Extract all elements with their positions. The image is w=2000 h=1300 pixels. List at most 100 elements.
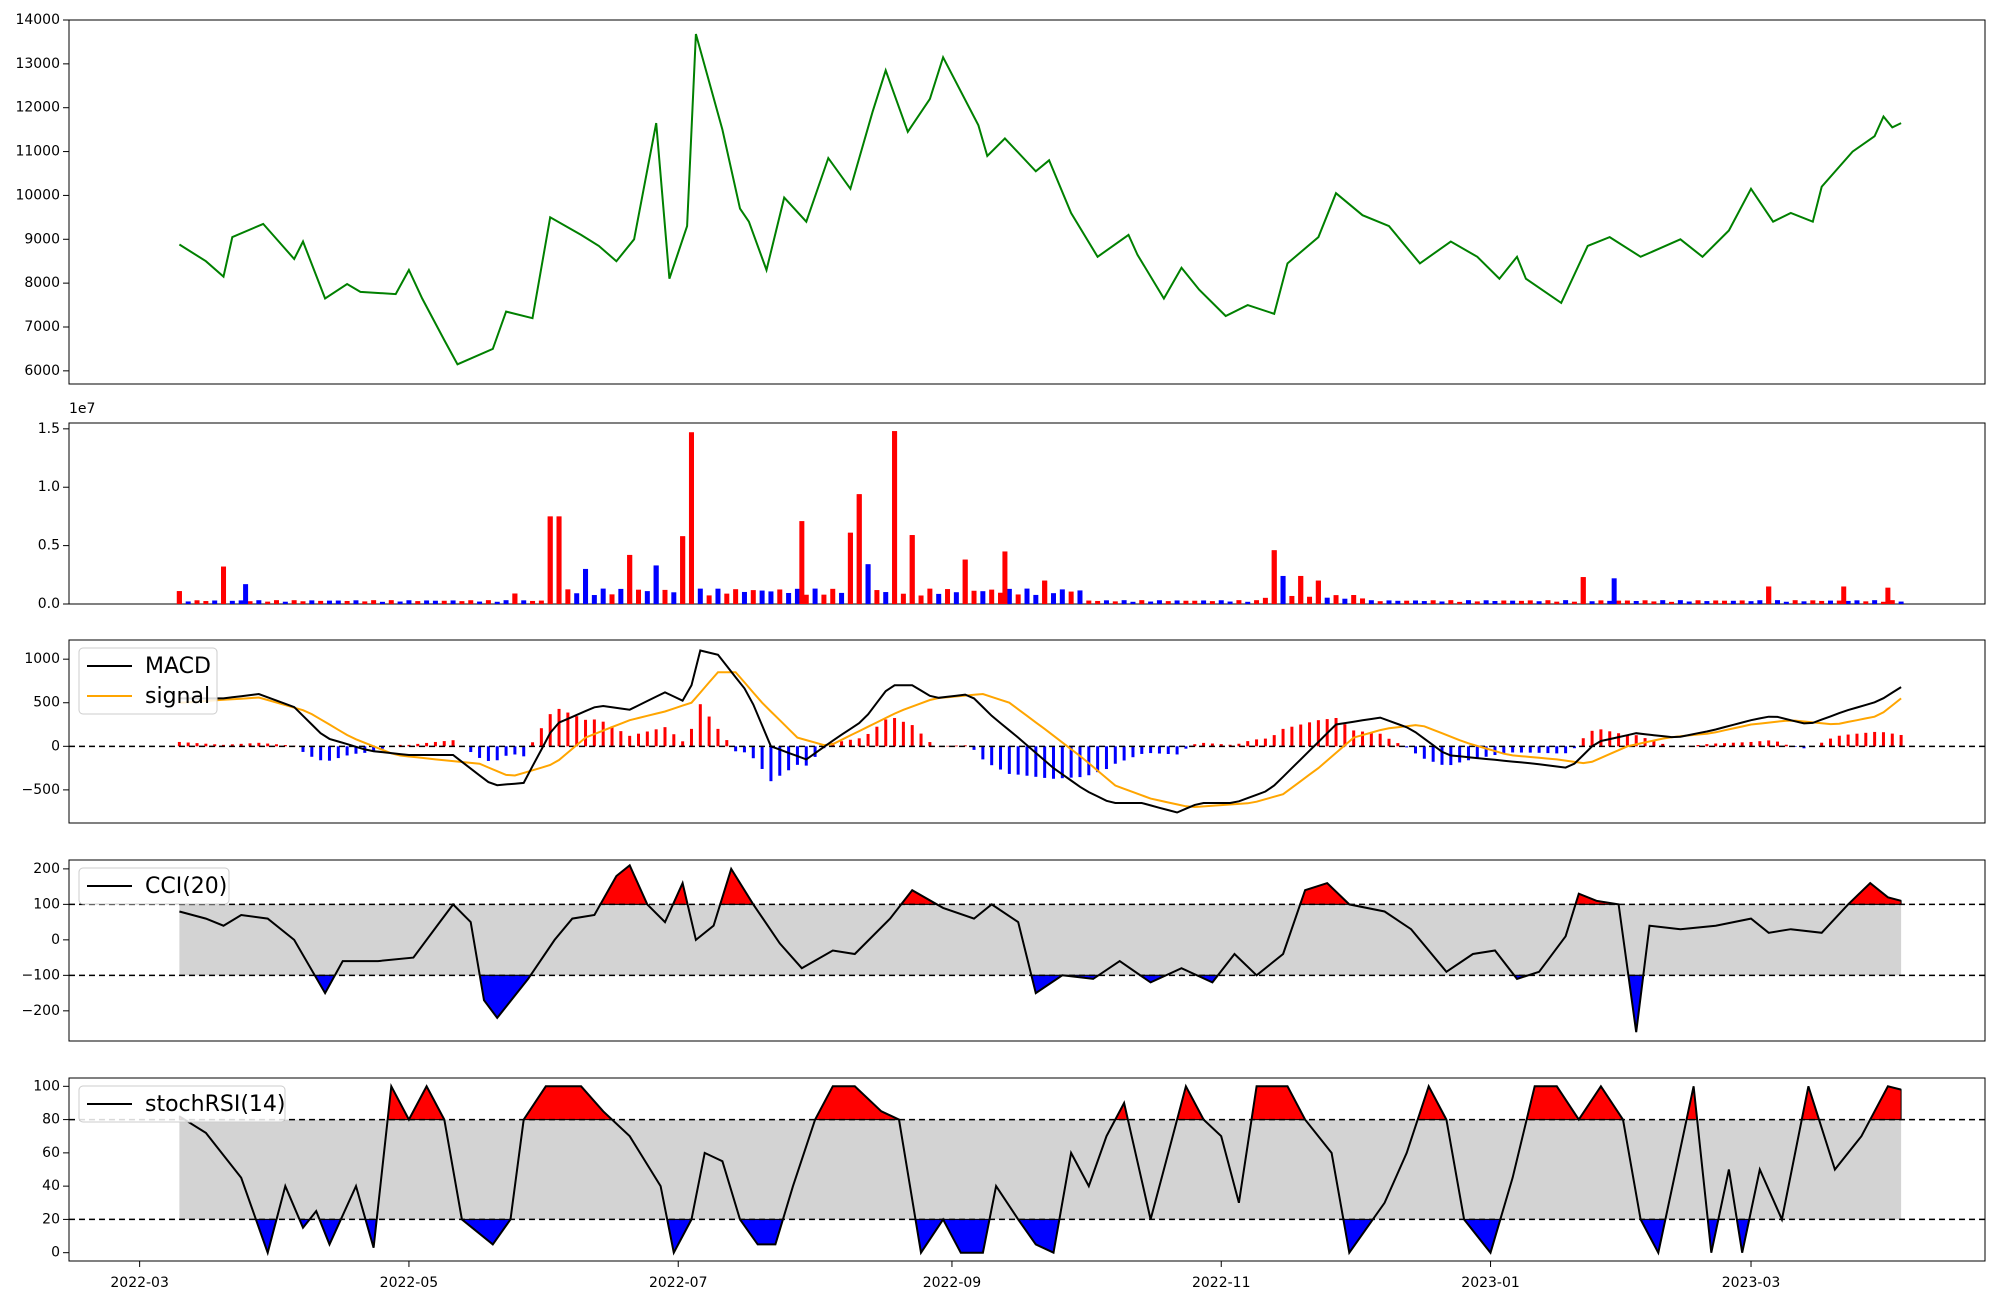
volume-bar — [697, 588, 703, 604]
macd-histogram-bar — [1104, 746, 1108, 770]
volume-offset-text: 1e7 — [69, 401, 95, 417]
volume-bar — [1412, 600, 1418, 604]
macd-histogram-bar — [972, 746, 976, 750]
macd-histogram-bar — [1413, 746, 1417, 754]
volume-bar — [1068, 591, 1074, 604]
macd-histogram-bar — [1837, 735, 1841, 747]
y-tick-label: 10000 — [15, 187, 60, 203]
volume-bar — [1642, 600, 1648, 604]
volume-bar — [1739, 600, 1745, 604]
macd-histogram-bar — [416, 743, 420, 747]
y-tick-label: 12000 — [15, 100, 60, 116]
volume-bar — [485, 600, 491, 604]
volume-bar — [1580, 577, 1586, 604]
volume-bar — [309, 600, 315, 604]
volume-bar — [1360, 598, 1366, 604]
macd-histogram-bar — [486, 746, 490, 761]
volume-bar — [971, 590, 977, 604]
macd-histogram-bar — [239, 743, 243, 747]
volume-bar — [1713, 600, 1719, 604]
volume-bar — [998, 592, 1004, 604]
macd-histogram-bar — [1051, 746, 1055, 779]
volume-bar — [1086, 600, 1092, 604]
volume-bar — [1386, 600, 1392, 604]
volume-bar — [821, 594, 827, 604]
y-tick-label: 0.5 — [38, 538, 60, 554]
macd-histogram-bar — [1625, 735, 1629, 747]
volume-bar — [856, 494, 862, 604]
macd-histogram-bar — [1272, 735, 1276, 747]
macd-histogram-bar — [257, 742, 261, 747]
macd-histogram-bar — [327, 746, 331, 761]
volume-bar — [1002, 551, 1008, 604]
volume-bar — [1827, 600, 1833, 604]
volume-bar — [715, 588, 721, 604]
volume-bar — [291, 600, 297, 604]
volume-bar — [1015, 594, 1021, 604]
macd-histogram-bar — [1290, 726, 1294, 747]
macd-histogram-bar — [1484, 746, 1488, 757]
macd-histogram-bar — [451, 740, 455, 747]
y-tick-label: −500 — [22, 782, 60, 798]
volume-bar — [803, 594, 809, 604]
volume-bar — [1474, 601, 1480, 604]
macd-histogram-bar — [1564, 746, 1568, 754]
x-tick-label: 2023-01 — [1461, 1275, 1520, 1291]
volume-bar — [1165, 601, 1171, 604]
volume-bar — [1439, 601, 1445, 604]
macd-histogram-bar — [619, 731, 623, 747]
macd-histogram-bar — [195, 743, 199, 747]
volume-bar — [1501, 600, 1507, 604]
macd-histogram-bar — [433, 741, 437, 747]
stochrsi-overbought-fill — [178, 1084, 1902, 1121]
macd-histogram-bar — [787, 746, 791, 771]
volume-bar — [1218, 600, 1224, 604]
macd-histogram-bar — [928, 742, 932, 747]
macd-histogram-bar — [495, 746, 499, 761]
macd-histogram-bar — [1767, 740, 1771, 747]
volume-bar — [1465, 600, 1471, 604]
volume-bar — [1889, 600, 1895, 604]
macd-histogram-bar — [1078, 746, 1082, 778]
volume-bar — [1351, 595, 1357, 604]
volume-bar — [1192, 600, 1198, 604]
y-tick-label: −200 — [22, 1003, 60, 1019]
volume-bar — [768, 591, 774, 604]
signal-line — [179, 671, 1902, 809]
volume-bar — [1536, 601, 1542, 604]
volume-bar — [1819, 600, 1825, 604]
y-tick-label: 1000 — [24, 651, 60, 667]
macd-histogram-bar — [310, 746, 314, 757]
macd-histogram-bar — [1149, 746, 1153, 754]
volume-bar — [583, 568, 589, 604]
volume-bar — [397, 601, 403, 604]
macd-histogram-bar — [1113, 746, 1117, 764]
volume-bar — [441, 600, 447, 604]
volume-bar — [1024, 588, 1030, 604]
volume-bar — [1598, 600, 1604, 604]
volume-bar — [1112, 601, 1118, 604]
volume-bar — [238, 600, 244, 604]
volume-bar — [1757, 600, 1763, 604]
stochrsi-band — [179, 1119, 1902, 1220]
macd-histogram-bar — [875, 726, 879, 747]
macd-histogram-bar — [469, 746, 473, 753]
macd-histogram-bar — [1652, 740, 1656, 747]
macd-histogram-bar — [884, 719, 888, 747]
macd-histogram-bar — [1378, 733, 1382, 747]
macd-histogram-bar — [177, 741, 181, 747]
volume-bar — [892, 431, 898, 604]
macd-histogram-bar — [981, 746, 985, 760]
macd-histogram-bar — [372, 746, 376, 752]
macd-histogram-bar — [425, 742, 429, 747]
volume-bar — [1254, 600, 1260, 604]
volume-bar — [1836, 600, 1842, 604]
volume-bar — [1872, 600, 1878, 604]
macd-histogram-bar — [566, 712, 570, 747]
macd-histogram-bar — [1723, 743, 1727, 747]
volume-bar — [662, 589, 668, 604]
volume-bar — [388, 600, 394, 604]
macd-histogram-bar — [1263, 738, 1267, 747]
volume-bar — [812, 588, 818, 604]
volume-bar — [1841, 586, 1847, 604]
